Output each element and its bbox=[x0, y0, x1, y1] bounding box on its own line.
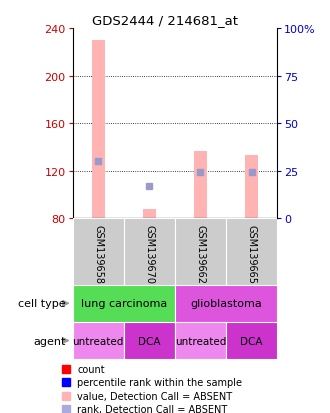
Text: GSM139658: GSM139658 bbox=[93, 224, 103, 283]
Bar bbox=[92, 41, 105, 219]
Bar bbox=[175, 285, 277, 322]
Bar bbox=[73, 285, 175, 322]
Text: count: count bbox=[78, 364, 105, 374]
Text: glioblastoma: glioblastoma bbox=[190, 299, 262, 309]
Text: untreated: untreated bbox=[73, 336, 124, 346]
Bar bbox=[175, 219, 226, 285]
Text: cell type: cell type bbox=[18, 299, 66, 309]
Bar bbox=[124, 322, 175, 359]
Bar bbox=[124, 219, 175, 285]
Bar bbox=[73, 322, 124, 359]
Text: DCA: DCA bbox=[138, 336, 161, 346]
Text: GSM139665: GSM139665 bbox=[247, 224, 257, 283]
Bar bbox=[175, 322, 226, 359]
Text: GSM139670: GSM139670 bbox=[144, 224, 154, 283]
Text: rank, Detection Call = ABSENT: rank, Detection Call = ABSENT bbox=[78, 404, 228, 413]
Text: agent: agent bbox=[34, 336, 66, 346]
Bar bbox=[194, 151, 207, 219]
Text: GSM139662: GSM139662 bbox=[195, 224, 206, 283]
Bar bbox=[226, 322, 277, 359]
Bar bbox=[73, 219, 124, 285]
Bar bbox=[143, 209, 156, 219]
Text: DCA: DCA bbox=[240, 336, 263, 346]
Text: untreated: untreated bbox=[175, 336, 226, 346]
Bar bbox=[245, 156, 258, 219]
Bar bbox=[226, 219, 277, 285]
Text: percentile rank within the sample: percentile rank within the sample bbox=[78, 377, 243, 387]
Text: lung carcinoma: lung carcinoma bbox=[81, 299, 167, 309]
Text: value, Detection Call = ABSENT: value, Detection Call = ABSENT bbox=[78, 391, 233, 401]
Text: GDS2444 / 214681_at: GDS2444 / 214681_at bbox=[92, 14, 238, 27]
